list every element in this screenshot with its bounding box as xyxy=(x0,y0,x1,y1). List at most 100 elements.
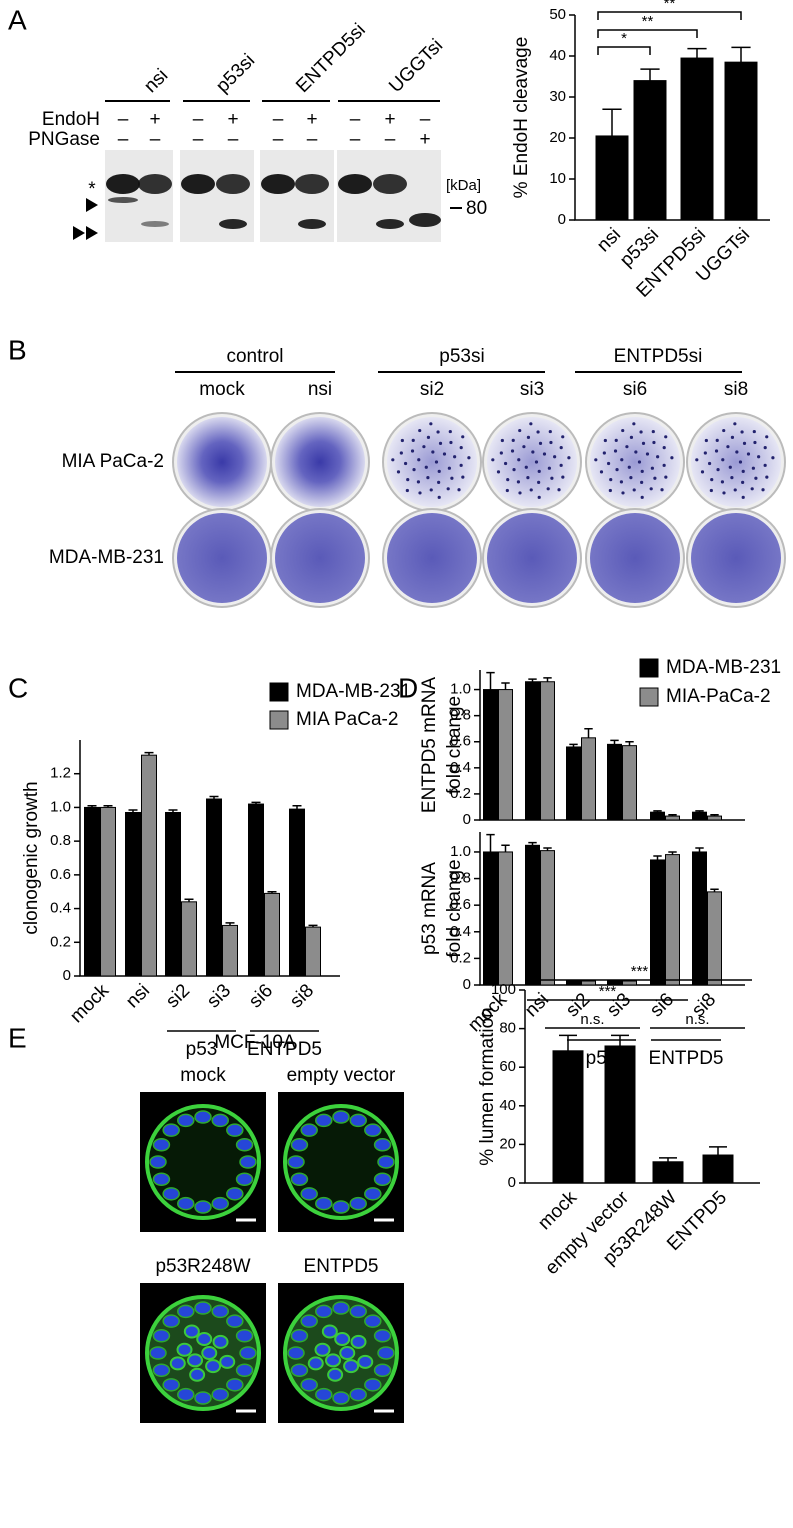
colony xyxy=(753,440,757,445)
colony xyxy=(561,435,565,439)
column-label: mock xyxy=(199,379,245,400)
colony xyxy=(561,475,565,479)
bar xyxy=(680,57,714,221)
colony xyxy=(437,469,441,473)
error-bar xyxy=(103,804,113,808)
sign: – xyxy=(118,109,129,130)
colony xyxy=(491,458,495,462)
bar xyxy=(540,850,555,986)
nucleus xyxy=(194,1110,212,1124)
nucleus xyxy=(325,1353,342,1368)
nucleus xyxy=(177,1304,195,1319)
error-bar xyxy=(611,1034,629,1046)
nucleus xyxy=(176,1342,193,1357)
colony xyxy=(406,478,410,482)
colony xyxy=(511,438,515,442)
colony xyxy=(640,480,644,484)
band xyxy=(261,174,295,194)
nucleus xyxy=(349,1113,367,1128)
sign: – xyxy=(350,129,361,150)
colony xyxy=(524,465,528,469)
colony xyxy=(613,449,618,453)
bar xyxy=(552,1050,584,1184)
plate xyxy=(691,417,781,507)
x-tick-label: nsi xyxy=(122,980,154,1012)
colony xyxy=(649,487,653,491)
error-bar xyxy=(584,727,593,738)
colony xyxy=(506,478,510,482)
colony xyxy=(418,491,422,495)
bar xyxy=(84,806,100,977)
error-bar xyxy=(87,804,97,808)
colony xyxy=(537,480,541,484)
nucleus xyxy=(290,1138,309,1152)
colony xyxy=(459,463,463,467)
column-label: si6 xyxy=(623,379,647,400)
legend-swatch xyxy=(639,687,659,707)
colony xyxy=(632,488,636,492)
colony xyxy=(621,428,625,433)
nucleus xyxy=(364,1378,382,1392)
nucleus xyxy=(300,1187,318,1201)
error-bar xyxy=(543,677,552,682)
panel-label: B xyxy=(8,334,27,365)
bar xyxy=(581,737,596,821)
nucleus xyxy=(315,1387,333,1402)
nucleus xyxy=(205,1359,222,1374)
bar xyxy=(525,844,540,986)
nucleus xyxy=(290,1363,309,1377)
colony xyxy=(700,470,705,474)
error-bar xyxy=(292,804,302,810)
colony xyxy=(459,446,463,450)
plate xyxy=(691,513,781,603)
colony xyxy=(467,456,471,460)
nucleus xyxy=(373,1172,392,1186)
colony xyxy=(429,488,433,492)
colony xyxy=(637,460,642,464)
nucleus xyxy=(239,1346,257,1360)
nucleus xyxy=(235,1172,254,1186)
colony xyxy=(422,445,426,449)
colony xyxy=(450,476,454,480)
legend-label: MDA-MB-231 xyxy=(666,657,781,678)
y-tick-label: 0.6 xyxy=(450,733,471,750)
nucleus xyxy=(349,1304,367,1319)
bar xyxy=(702,1154,734,1184)
colony xyxy=(410,449,415,453)
kda-label: [kDa] xyxy=(446,177,481,194)
nucleus xyxy=(290,1329,309,1343)
y-tick-label: 100 xyxy=(491,981,516,998)
colony xyxy=(730,475,734,480)
colony xyxy=(625,445,629,449)
y-axis-label: p53 mRNA xyxy=(419,862,440,955)
colony xyxy=(735,450,739,454)
y-axis-label: fold change xyxy=(444,696,465,794)
error-bar xyxy=(308,924,318,928)
nucleus xyxy=(162,1378,180,1392)
nucleus xyxy=(212,1334,229,1349)
colony xyxy=(396,470,401,474)
colony xyxy=(542,452,547,456)
error-bar xyxy=(625,740,634,746)
bar xyxy=(581,980,596,986)
colony xyxy=(733,422,737,426)
colony xyxy=(412,467,416,472)
colony xyxy=(537,495,541,499)
colony xyxy=(438,441,443,445)
lane-group-label: nsi xyxy=(140,65,172,97)
y-tick-label: 0 xyxy=(508,1174,516,1191)
arrowhead xyxy=(86,198,98,212)
band xyxy=(338,174,372,194)
plate xyxy=(387,417,477,507)
nucleus xyxy=(373,1363,392,1377)
bar xyxy=(289,808,305,977)
colony xyxy=(645,452,650,456)
colony xyxy=(559,463,563,467)
bar xyxy=(650,811,665,821)
sign: – xyxy=(193,129,204,150)
colony xyxy=(726,445,730,449)
significance-label: ** xyxy=(642,13,654,30)
sign: – xyxy=(150,129,161,150)
colony xyxy=(594,458,598,462)
colony xyxy=(620,458,624,462)
